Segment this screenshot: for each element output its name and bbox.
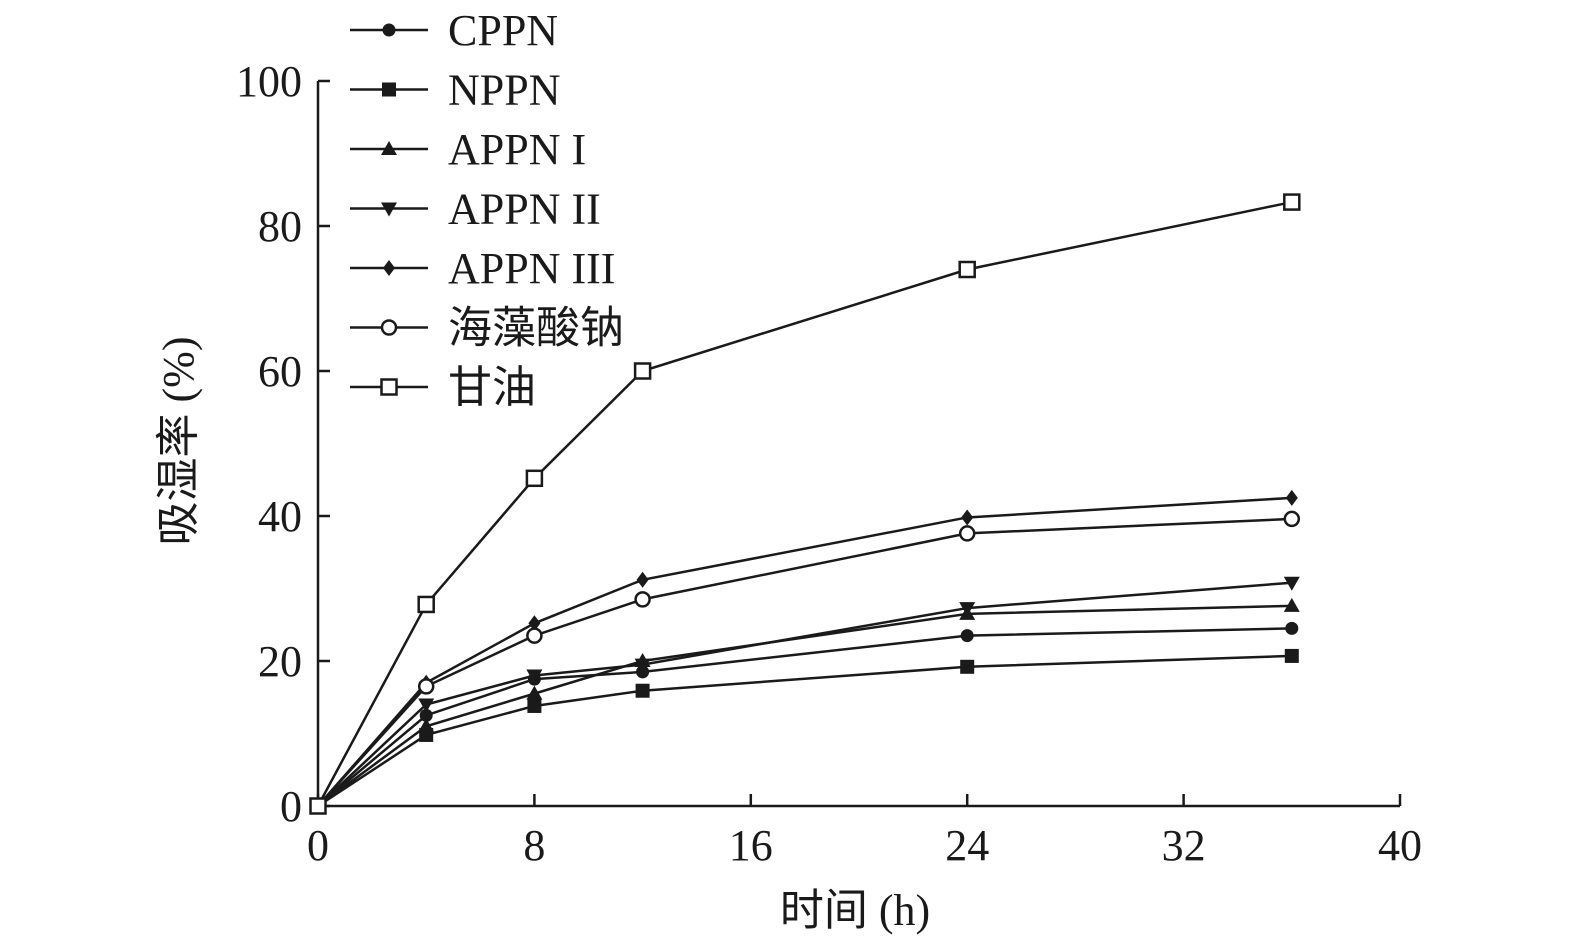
y-tick-label: 80 [258, 202, 302, 251]
marker-filled-square [635, 683, 650, 698]
marker-open-square [309, 797, 327, 815]
marker-open-square [380, 378, 398, 396]
x-tick-label: 24 [945, 821, 989, 870]
legend-label: APPN II [448, 185, 601, 234]
marker-triangle-down [959, 602, 976, 617]
marker-filled-square [382, 82, 396, 97]
series-4 [310, 576, 1300, 814]
y-tick-label: 100 [236, 57, 302, 106]
series-line [317, 581, 1292, 807]
marker-filled-square [960, 659, 975, 674]
y-tick-label: 20 [258, 637, 302, 686]
marker-triangle-up [526, 685, 543, 700]
marker-filled-circle [382, 23, 396, 37]
axes: 0 8 16 24 32 40 0 20 40 60 80 100 [236, 57, 1422, 870]
legend-label: 甘油 [448, 363, 536, 412]
series-line [316, 200, 1293, 807]
legend-item: APPN II [350, 185, 601, 234]
marker-triangle-up [418, 718, 435, 733]
marker-triangle-down [634, 658, 651, 673]
marker-filled-circle [1285, 621, 1299, 635]
marker-triangle-up [381, 141, 397, 155]
series-6 [309, 510, 1301, 815]
series-5 [312, 489, 1298, 814]
legend-item: APPN I [350, 125, 586, 174]
marker-open-square [1283, 193, 1301, 211]
legend-item: APPN III [350, 244, 615, 293]
x-tick-label: 16 [729, 821, 773, 870]
y-axis-title: 吸湿率 (%) [154, 337, 203, 546]
marker-diamond [636, 571, 649, 588]
marker-triangle-up [1283, 597, 1300, 612]
y-tick-label: 60 [258, 347, 302, 396]
marker-diamond [528, 615, 541, 632]
marker-diamond [961, 509, 974, 526]
legend-item: 海藻酸钠 [350, 304, 624, 353]
x-tick-label: 0 [307, 821, 329, 870]
marker-open-circle [380, 319, 398, 336]
x-tick-label: 32 [1162, 821, 1206, 870]
x-axis-title: 时间 (h) [780, 886, 930, 935]
legend-label: 海藻酸钠 [448, 304, 624, 353]
legend-item: CPPN [350, 6, 558, 55]
marker-open-square [417, 595, 435, 614]
legend-item: NPPN [350, 66, 561, 115]
marker-triangle-down [381, 202, 397, 217]
series-7 [309, 193, 1301, 815]
marker-open-circle [958, 525, 976, 542]
marker-diamond [1285, 489, 1298, 506]
marker-open-square [525, 469, 544, 488]
legend-item: 甘油 [350, 363, 536, 412]
series-2 [311, 648, 1299, 813]
marker-open-circle [634, 591, 651, 608]
series-layer [309, 193, 1301, 815]
marker-filled-square [1284, 648, 1299, 663]
legend-label: CPPN [448, 6, 558, 55]
series-line [317, 517, 1292, 807]
marker-triangle-down [1283, 576, 1300, 591]
y-tick-label: 40 [258, 492, 302, 541]
y-tick-label: 0 [280, 782, 302, 831]
x-tick-label: 40 [1378, 821, 1422, 870]
series-line [317, 627, 1292, 807]
marker-triangle-down [526, 669, 543, 684]
series-line [317, 496, 1292, 807]
marker-filled-square [527, 698, 542, 713]
marker-filled-circle [419, 708, 433, 722]
marker-open-square [633, 362, 652, 380]
marker-open-circle [1283, 510, 1301, 528]
legend-label: APPN I [448, 125, 586, 174]
legend-label: NPPN [448, 66, 561, 115]
marker-open-circle [526, 627, 543, 644]
marker-open-circle [417, 678, 435, 695]
marker-diamond [383, 260, 395, 276]
series-line [317, 654, 1292, 808]
x-tick-label: 8 [523, 821, 545, 870]
legend-label: APPN III [448, 244, 615, 293]
marker-filled-circle [960, 629, 974, 643]
series-line [317, 604, 1292, 808]
marker-triangle-down [418, 698, 435, 713]
marker-open-square [958, 260, 976, 279]
